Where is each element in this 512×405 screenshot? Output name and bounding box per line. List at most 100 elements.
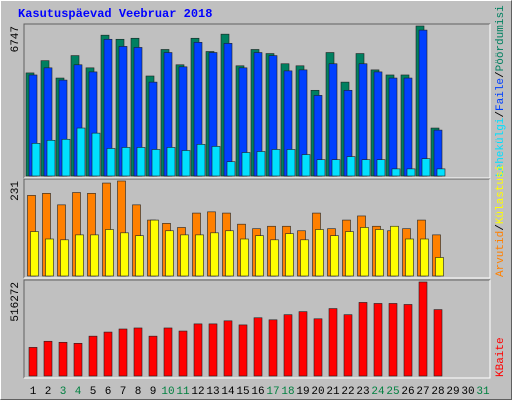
bar [90,234,99,277]
bar [178,330,188,377]
x-tick-label: 14 [221,386,235,398]
legend-entry: Külastusi [495,164,507,224]
y-tick-label: 6747 [10,26,22,52]
bar [405,238,414,277]
x-tick-label: 9 [150,386,157,398]
bar [406,168,416,177]
x-tick-label: 28 [431,386,444,398]
bar [330,235,339,277]
bar [358,63,368,177]
bar [346,156,356,177]
bar [91,132,101,177]
bar [28,347,38,377]
y-tick-label: 516272 [10,282,22,322]
bar [241,152,251,177]
bar [388,77,398,177]
x-tick-label: 30 [461,386,474,398]
legend: Lehekülgi/Faile/Pöördumisi [495,5,507,177]
x-tick-label: 15 [236,386,249,398]
x-tick-label: 6 [105,386,112,398]
bar [298,311,308,377]
bar [208,323,218,377]
bar [271,149,281,177]
bar [73,343,83,377]
x-tick-label: 23 [356,386,369,398]
bar [163,327,173,377]
bar [255,235,264,277]
x-tick-label: 13 [206,386,219,398]
panel-frame-dark [23,178,490,278]
x-tick-label: 3 [60,386,67,398]
bar [136,147,146,177]
bar [361,159,371,177]
bar [421,158,431,177]
x-tick-label: 22 [341,386,354,398]
bar [343,314,353,377]
bar [418,281,428,377]
panel-frame-dark [23,23,490,178]
bar [345,231,354,277]
x-tick-label: 16 [251,386,264,398]
bar [313,318,323,377]
bar [376,159,386,177]
x-tick-label: 2 [45,386,52,398]
bar [375,229,384,277]
x-tick-label: 19 [296,386,309,398]
x-tick-label: 1 [30,386,37,398]
legend-entry: Faile [495,78,507,111]
bar [46,139,56,177]
bar [61,138,71,177]
bar [328,63,338,177]
bar [181,150,191,177]
bar [331,159,341,177]
legend-entry: Arvutid [495,231,507,277]
bar [121,147,131,177]
bar [285,233,294,277]
x-tick-label: 31 [476,386,490,398]
title: Kasutuspäevad Veebruar 2018 [18,7,212,21]
bar [88,335,98,377]
bar [403,304,413,377]
bar [256,151,266,177]
bar [223,43,233,177]
bar [165,230,174,277]
panel-frame-light [24,280,491,379]
bar [150,219,159,277]
legend-separator: / [495,224,507,231]
legend-separator: / [495,111,507,118]
x-tick-label: 20 [311,386,324,398]
x-tick-label: 8 [135,386,142,398]
bar [43,340,53,377]
x-tick-label: 5 [90,386,97,398]
bar [373,303,383,377]
bar [403,77,413,177]
panel-frame-dark [23,279,490,378]
y-tick-label: 231 [10,181,22,201]
bar [268,319,278,377]
legend-separator: / [495,71,507,78]
bar [436,168,446,177]
x-tick-label: 24 [371,386,385,398]
bar [196,144,206,177]
x-tick-label: 11 [176,386,190,398]
bar [135,235,144,277]
bar [433,309,443,377]
x-tick-label: 17 [266,386,279,398]
bar [148,335,158,377]
x-tick-label: 7 [120,386,127,398]
legend: Arvutid/Külastusi [495,164,507,277]
x-tick-label: 27 [416,386,429,398]
bar [103,331,113,377]
panel-frame-light [24,24,491,179]
bar [193,323,203,377]
panel-frame-light [24,179,491,279]
bar [31,143,41,177]
bar [106,148,116,177]
bar [166,147,176,177]
bar [283,314,293,377]
bar [270,239,279,277]
x-tick-label: 18 [281,386,294,398]
bar [358,302,368,377]
bar [58,341,68,377]
